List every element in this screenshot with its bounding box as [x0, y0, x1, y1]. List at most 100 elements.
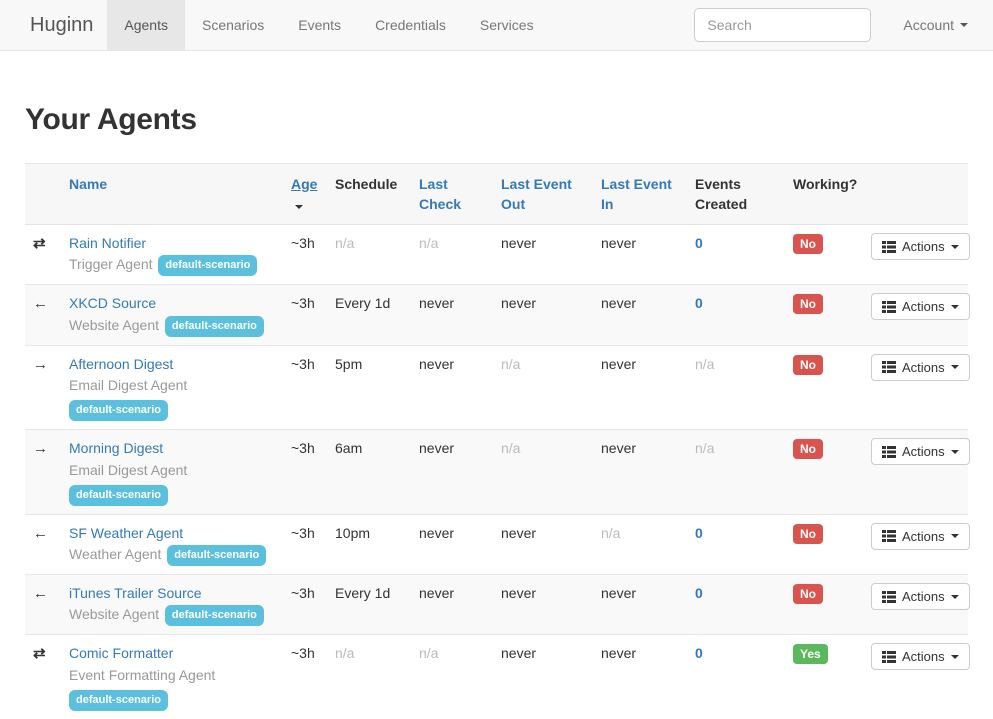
right-arrow-icon: →: [33, 356, 48, 373]
working-badge: No: [793, 584, 823, 604]
actions-button[interactable]: Actions: [871, 438, 970, 465]
nav-item-scenarios[interactable]: Scenarios: [185, 0, 281, 50]
last-check-cell: never: [411, 575, 493, 635]
left-arrow-icon: ←: [33, 585, 48, 602]
sort-caret-icon: [295, 205, 303, 209]
agent-name-link[interactable]: Morning Digest: [69, 438, 275, 458]
sort-last-check-link[interactable]: Last Check: [419, 176, 461, 212]
events-count-link[interactable]: 0: [695, 525, 703, 541]
list-icon: [882, 591, 896, 603]
table-row: → Afternoon Digest Email Digest Agent de…: [25, 345, 968, 430]
actions-button-label: Actions: [902, 361, 945, 374]
actions-button-label: Actions: [902, 650, 945, 663]
sort-last-event-in-link[interactable]: Last Event In: [601, 176, 672, 212]
actions-button-label: Actions: [902, 530, 945, 543]
left-arrow-icon: ←: [33, 295, 48, 312]
actions-button[interactable]: Actions: [871, 233, 970, 260]
age-cell: ~3h: [283, 285, 327, 345]
chevron-down-icon: [951, 450, 959, 454]
schedule-cell: 10pm: [327, 514, 411, 574]
nav-item-credentials[interactable]: Credentials: [358, 0, 463, 50]
scenario-badge[interactable]: default-scenario: [167, 545, 266, 566]
age-cell: ~3h: [283, 430, 327, 515]
actions-button-label: Actions: [902, 300, 945, 313]
account-label: Account: [903, 17, 954, 33]
agent-type: Website Agent: [69, 317, 159, 333]
schedule-cell: 5pm: [327, 345, 411, 430]
agent-name-link[interactable]: SF Weather Agent: [69, 523, 275, 543]
age-cell: ~3h: [283, 514, 327, 574]
events-count-link[interactable]: 0: [695, 585, 703, 601]
header-events-created: Events Created: [687, 163, 785, 225]
events-count-link[interactable]: 0: [695, 645, 703, 661]
scenario-badge[interactable]: default-scenario: [69, 400, 168, 421]
header-last-event-out: Last Event Out: [493, 163, 593, 225]
list-icon: [882, 301, 896, 313]
search-input[interactable]: [694, 8, 871, 42]
last-check-cell: n/a: [411, 225, 493, 285]
last-event-out-cell: never: [493, 285, 593, 345]
agent-name-link[interactable]: XKCD Source: [69, 293, 275, 313]
actions-button[interactable]: Actions: [871, 583, 970, 610]
page-title: Your Agents: [25, 104, 968, 136]
scenario-badge[interactable]: default-scenario: [158, 255, 257, 276]
navbar: Huginn Agents Scenarios Events Credentia…: [0, 0, 993, 51]
actions-button[interactable]: Actions: [871, 354, 970, 381]
schedule-cell: n/a: [327, 635, 411, 719]
sort-last-event-out-link[interactable]: Last Event Out: [501, 176, 572, 212]
list-icon: [882, 446, 896, 458]
agent-name-link[interactable]: Rain Notifier: [69, 233, 275, 253]
nav-item-services[interactable]: Services: [463, 0, 551, 50]
agent-name-link[interactable]: Afternoon Digest: [69, 354, 275, 374]
scenario-badge[interactable]: default-scenario: [165, 605, 264, 626]
list-icon: [882, 651, 896, 663]
agent-type: Event Formatting Agent: [69, 667, 215, 683]
nav-item-agents[interactable]: Agents: [107, 0, 185, 50]
navbar-right: Account: [694, 0, 968, 50]
events-count: n/a: [687, 345, 785, 430]
last-check-cell: n/a: [411, 635, 493, 719]
scenario-badge[interactable]: default-scenario: [69, 485, 168, 506]
agent-type: Weather Agent: [69, 546, 161, 562]
actions-button-label: Actions: [902, 240, 945, 253]
nav-item-events[interactable]: Events: [281, 0, 358, 50]
scenario-badge[interactable]: default-scenario: [165, 316, 264, 337]
actions-button[interactable]: Actions: [871, 293, 970, 320]
working-badge: No: [793, 355, 823, 375]
age-cell: ~3h: [283, 575, 327, 635]
last-event-in-cell: never: [593, 430, 687, 515]
main-content: Your Agents Name Age Schedule Last Check…: [0, 104, 993, 719]
working-badge: No: [793, 524, 823, 544]
main-nav: Agents Scenarios Events Credentials Serv…: [107, 0, 550, 50]
list-icon: [882, 361, 896, 373]
last-check-cell: never: [411, 285, 493, 345]
table-row: ← iTunes Trailer Source Website Agent de…: [25, 575, 968, 635]
actions-button[interactable]: Actions: [871, 523, 970, 550]
table-row: ← XKCD Source Website Agent default-scen…: [25, 285, 968, 345]
header-icon-spacer: [25, 163, 61, 225]
right-arrow-icon: →: [33, 440, 48, 457]
last-check-cell: never: [411, 430, 493, 515]
actions-button-label: Actions: [902, 445, 945, 458]
events-count-link[interactable]: 0: [695, 295, 703, 311]
working-badge: No: [793, 234, 823, 254]
last-event-out-cell: n/a: [493, 345, 593, 430]
scenario-badge[interactable]: default-scenario: [69, 690, 168, 711]
last-event-in-cell: never: [593, 345, 687, 430]
actions-button[interactable]: Actions: [871, 643, 970, 670]
agent-name-link[interactable]: Comic Formatter: [69, 643, 275, 663]
last-event-out-cell: never: [493, 225, 593, 285]
sort-age-link[interactable]: Age: [291, 176, 317, 192]
events-count-link[interactable]: 0: [695, 235, 703, 251]
account-menu[interactable]: Account: [903, 17, 968, 33]
working-badge: Yes: [793, 644, 828, 664]
brand-link[interactable]: Huginn: [30, 0, 93, 50]
agent-name-link[interactable]: iTunes Trailer Source: [69, 583, 275, 603]
sort-name-link[interactable]: Name: [69, 176, 107, 192]
table-row: ⇄ Rain Notifier Trigger Agent default-sc…: [25, 225, 968, 285]
transfer-arrows-icon: ⇄: [33, 235, 46, 252]
agent-type: Email Digest Agent: [69, 462, 187, 478]
last-event-in-cell: never: [593, 575, 687, 635]
last-event-in-cell: never: [593, 635, 687, 719]
chevron-down-icon: [951, 245, 959, 249]
